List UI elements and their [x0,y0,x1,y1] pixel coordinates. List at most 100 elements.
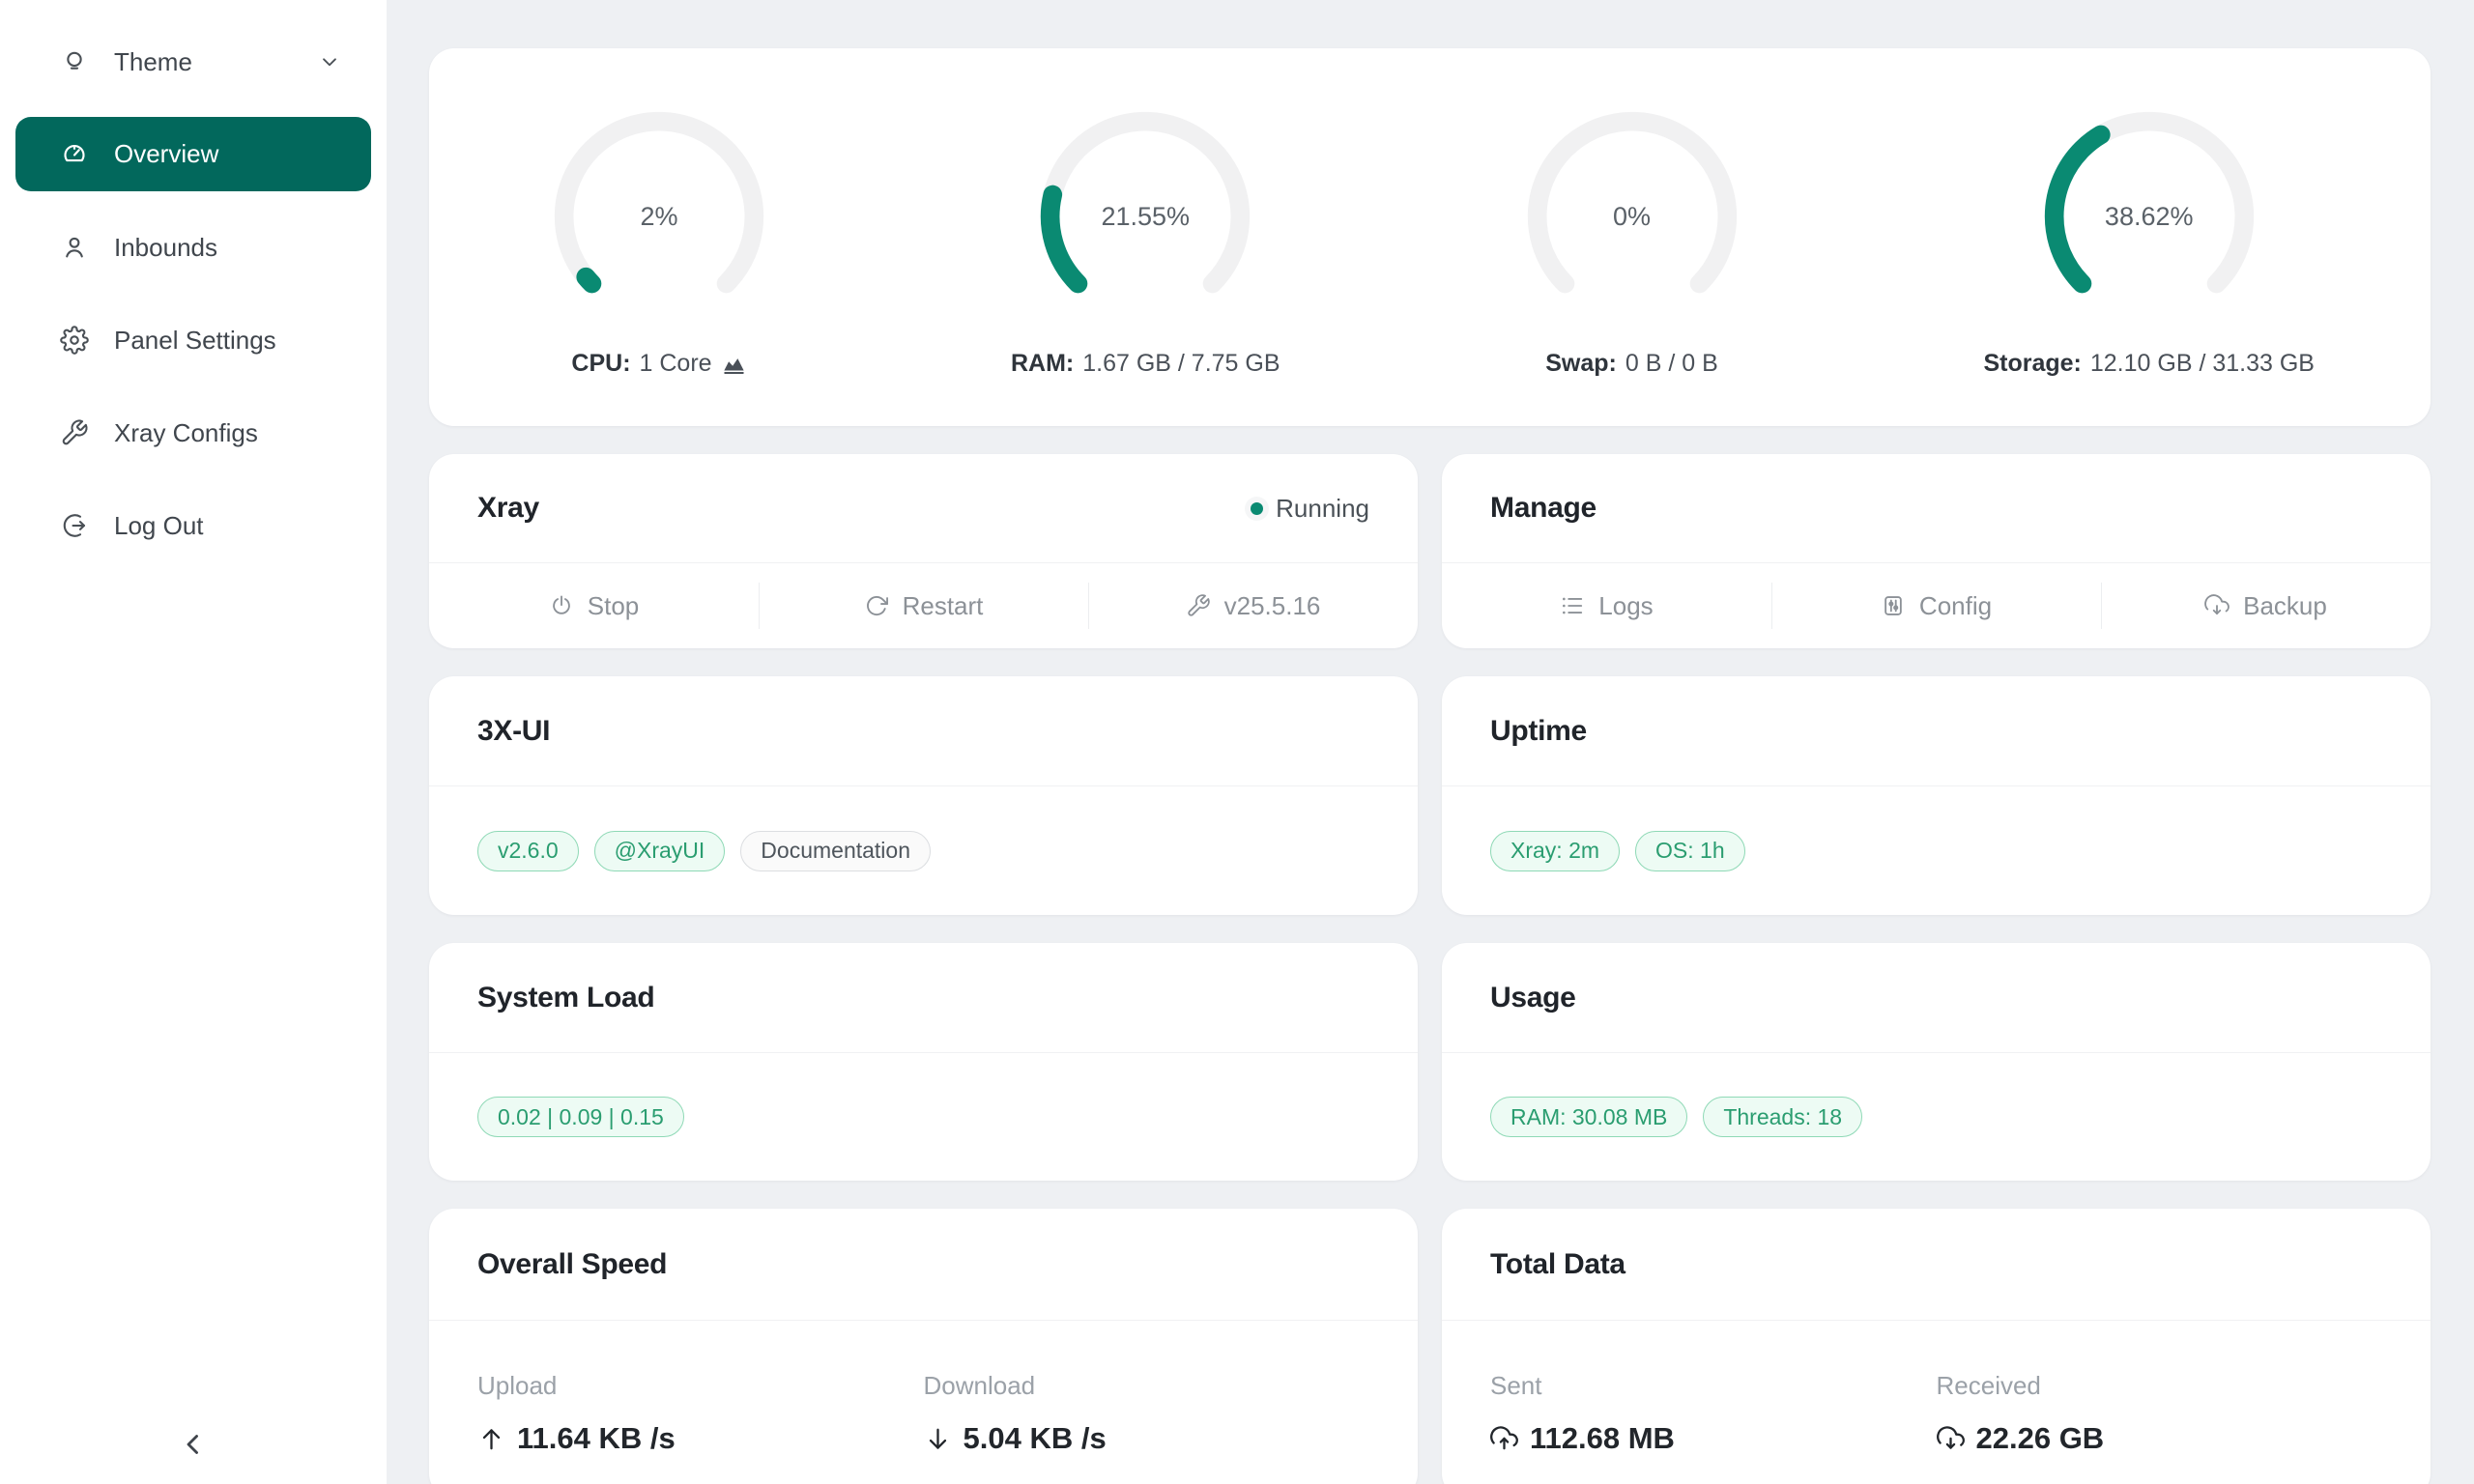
gauge-caption-label: RAM: [1010,350,1075,377]
gauge-caption: CPU: 1 Core [571,350,746,378]
total-data-card: Total Data Sent 112.68 MB [1442,1209,2431,1484]
sidebar-item-inbounds[interactable]: Inbounds [15,201,371,294]
stat-label: Sent [1490,1371,1542,1400]
stat-label: Received [1936,1371,2041,1400]
backup-button[interactable]: Backup [2101,563,2431,648]
cloud-download-icon [2204,594,2229,615]
xray-actions: Stop Restart v25.5.16 [429,562,1418,648]
status-running-dot [1251,501,1264,515]
system-load-card: System Load 0.02 | 0.09 | 0.15 [429,943,1418,1181]
gauge-percent: 0% [1612,201,1652,231]
gauge-ring: 38.62% [2035,102,2263,330]
sidebar-item-overview[interactable]: Overview [15,117,371,191]
card-title: Overall Speed [477,1247,668,1280]
system-gauges-card: 2% CPU: 1 Core [429,48,2431,426]
gauge-icon [64,144,85,161]
sidebar-item-theme[interactable]: Theme [15,15,371,108]
sidebar-item-label: Panel Settings [114,325,276,355]
card-title: Total Data [1490,1247,1625,1280]
action-label: v25.5.16 [1223,590,1321,620]
telegram-tag[interactable]: @XrayUI [593,830,726,871]
ram-usage-tag: RAM: 30.08 MB [1490,1097,1688,1137]
stat-value: 112.68 MB [1490,1421,1937,1456]
card-title: System Load [477,981,655,1013]
config-button[interactable]: Config [1771,563,2101,648]
xray-card-header: Xray Running [429,454,1418,562]
sidebar-item-xray-configs[interactable]: Xray Configs [15,386,371,479]
version-tag[interactable]: v2.6.0 [477,830,579,871]
gauge-ring: 0% [1518,102,1746,330]
card-title: Xray [477,492,539,524]
sidebar-item-label: Theme [114,46,192,76]
overall-speed-card: Overall Speed Upload 11.64 KB /s Downloa… [429,1209,1418,1484]
lightbulb-icon [67,51,82,70]
gauge-ram: 21.55% RAM: 1.67 GB / 7.75 GB [1011,102,1280,426]
stat-label: Download [923,1371,1036,1400]
card-title: Usage [1490,981,1576,1013]
xray-version-button[interactable]: v25.5.16 [1088,563,1418,648]
gauge-cpu: 2% CPU: 1 Core [545,102,773,426]
action-label: Backup [2243,590,2327,620]
load-average-tag: 0.02 | 0.09 | 0.15 [477,1097,684,1137]
uptime-card: Uptime Xray: 2m OS: 1h [1442,676,2431,915]
sliders-icon [1884,596,1902,615]
sidebar-item-label: Inbounds [114,232,217,262]
arrow-up-icon [482,1428,501,1449]
collapse-sidebar-button[interactable] [0,1428,387,1461]
download-stat: Download 5.04 KB /s [924,1371,1370,1484]
card-title: Uptime [1490,714,1587,747]
usage-card: Usage RAM: 30.08 MB Threads: 18 [1442,943,2431,1181]
uptime-tags: Xray: 2m OS: 1h [1442,785,2431,915]
manage-actions: Logs Config [1442,562,2431,648]
logs-button[interactable]: Logs [1442,563,1771,648]
action-label: Restart [902,590,984,620]
user-icon [66,237,83,258]
restart-button[interactable]: Restart [759,563,1088,648]
gauge-ring: 2% [545,102,773,330]
stop-button[interactable]: Stop [429,563,759,648]
received-stat: Received 22.26 GB [1937,1371,2383,1484]
gauge-caption: RAM: 1.67 GB / 7.75 GB [1011,350,1280,378]
cloud-upload-icon [1490,1425,1518,1449]
restart-icon [866,595,888,615]
stat-label: Upload [477,1371,558,1400]
sidebar-item-log-out[interactable]: Log Out [15,479,371,572]
chevron-down-icon [323,58,336,67]
sent-stat: Sent 112.68 MB [1490,1371,1937,1484]
xray-card: Xray Running Stop [429,454,1418,648]
gauge-caption-label: Storage: [1983,350,2082,377]
sidebar: Theme Overview Inbounds [0,0,387,1484]
main-content: 2% CPU: 1 Core [387,0,2474,1484]
usage-tags: RAM: 30.08 MB Threads: 18 [1442,1052,2431,1181]
xui-card: 3X-UI v2.6.0 @XrayUI Documentation [429,676,1418,915]
action-label: Logs [1598,590,1654,620]
sidebar-item-panel-settings[interactable]: Panel Settings [15,294,371,386]
sidebar-item-label: Overview [114,139,219,168]
os-uptime-tag: OS: 1h [1635,830,1745,871]
gear-icon [60,326,89,355]
cloud-download-icon [1936,1425,1965,1449]
area-chart-icon[interactable] [721,351,747,377]
gauge-percent: 38.62% [2104,201,2194,231]
threads-tag: Threads: 18 [1703,1097,1863,1137]
gauge-arc [554,111,764,294]
sidebar-item-label: Log Out [114,510,204,540]
card-title: 3X-UI [477,714,551,747]
documentation-tag[interactable]: Documentation [740,830,931,871]
gauge-arc [1527,111,1737,294]
gauge-percent: 2% [640,201,678,231]
upload-stat: Upload 11.64 KB /s [477,1371,924,1484]
gauge-storage: 38.62% Storage: 12.10 GB / 31.33 GB [1983,102,2315,426]
manage-card-header: Manage [1442,454,2431,562]
gauge-ring: 21.55% [1031,102,1259,330]
manage-card: Manage Logs [1442,454,2431,648]
gauge-caption-value: 1 Core [639,350,712,377]
xui-tags: v2.6.0 @XrayUI Documentation [429,785,1418,915]
gauge-caption: Swap: 0 B / 0 B [1545,350,1718,378]
stat-value: 11.64 KB /s [477,1421,924,1456]
wrench-icon [62,419,88,445]
total-data-body: Sent 112.68 MB Received [1442,1320,2431,1484]
gauge-percent: 21.55% [1101,201,1191,231]
xray-status: Running [1251,494,1369,524]
